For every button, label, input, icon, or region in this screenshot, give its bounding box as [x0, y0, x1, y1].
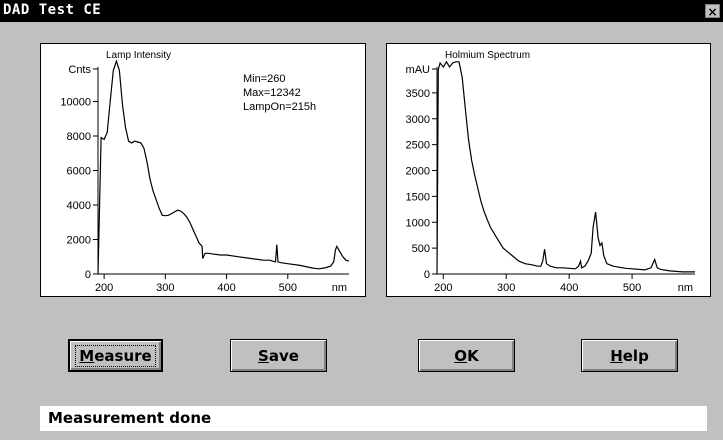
measure-button[interactable]: Measure — [68, 339, 163, 372]
holmium-x-tick-label: 200 — [434, 282, 452, 294]
measure-button-focus: Measure — [75, 344, 156, 367]
help-mnemonic: H — [610, 346, 623, 365]
holmium-y-tick-label: 1500 — [406, 191, 430, 203]
holmium-spectrum-plot: Holmium Spectrum 0 500 1000 1500 2000 2500 3000… — [406, 50, 695, 294]
lamp-info-0: Min=260 — [243, 73, 286, 85]
lamp-x-tick-label: 300 — [156, 282, 174, 294]
window-title: DAD Test CE — [3, 2, 102, 18]
ok-label: K — [467, 346, 479, 365]
measure-label: easure — [94, 346, 152, 365]
holmium-y-tick-label: 2000 — [406, 166, 430, 178]
status-text: Measurement done — [48, 409, 212, 427]
holmium-spectrum-chart: Holmium Spectrum 0 500 1000 1500 2000 2500 3000… — [386, 43, 711, 297]
close-icon[interactable]: × — [705, 4, 720, 19]
lamp-x-unit-label: nm — [332, 282, 347, 294]
holmium-y-tick-label: 3000 — [406, 114, 430, 126]
holmium-x-tick-label: 400 — [560, 282, 578, 294]
lamp-x-tick-label: 200 — [95, 282, 113, 294]
lamp-title: Lamp Intensity — [106, 50, 171, 61]
lamp-y-tick-label: 6000 — [67, 166, 91, 178]
measure-mnemonic: M — [79, 346, 95, 365]
lamp-series-line — [97, 59, 350, 275]
holmium-y-tick-label: 2500 — [406, 140, 430, 152]
save-mnemonic: S — [258, 346, 269, 365]
holmium-title: Holmium Spectrum — [445, 50, 530, 61]
lamp-y-tick-label: 4000 — [67, 200, 91, 212]
lamp-y-tick-label: 8000 — [67, 131, 91, 143]
lamp-y-unit-label: Cnts — [68, 64, 91, 76]
holmium-y-tick-label: 3500 — [406, 88, 430, 100]
lamp-info-1: Max=12342 — [243, 87, 301, 99]
lamp-y-tick-label: 2000 — [67, 235, 91, 247]
title-bar: DAD Test CE × — [0, 0, 723, 22]
save-label: ave — [268, 346, 299, 365]
lamp-x-tick-label: 500 — [279, 282, 297, 294]
holmium-y-unit-label: mAU — [406, 64, 431, 76]
lamp-intensity-plot: Lamp Intensity 0 2000 4000 6000 8000 10000 Cnts… — [60, 50, 350, 294]
holmium-x-tick-label: 300 — [497, 282, 515, 294]
holmium-x-tick-label: 500 — [623, 282, 641, 294]
status-bar: Measurement done — [40, 406, 707, 431]
lamp-x-tick-label: 400 — [217, 282, 235, 294]
lamp-y-tick-label: 0 — [85, 269, 91, 281]
holmium-y-tick-label: 0 — [424, 269, 430, 281]
holmium-x-unit-label: nm — [678, 282, 693, 294]
help-label: elp — [622, 346, 649, 365]
lamp-intensity-chart: Lamp Intensity 0 2000 4000 6000 8000 10000 Cnts… — [40, 43, 366, 297]
holmium-y-tick-label: 500 — [412, 243, 430, 255]
holmium-y-tick-label: 1000 — [406, 217, 430, 229]
lamp-info-2: LampOn=215h — [243, 101, 316, 113]
ok-mnemonic: O — [454, 346, 468, 365]
holmium-series-line — [436, 60, 695, 275]
lamp-y-tick-label: 10000 — [60, 97, 91, 109]
